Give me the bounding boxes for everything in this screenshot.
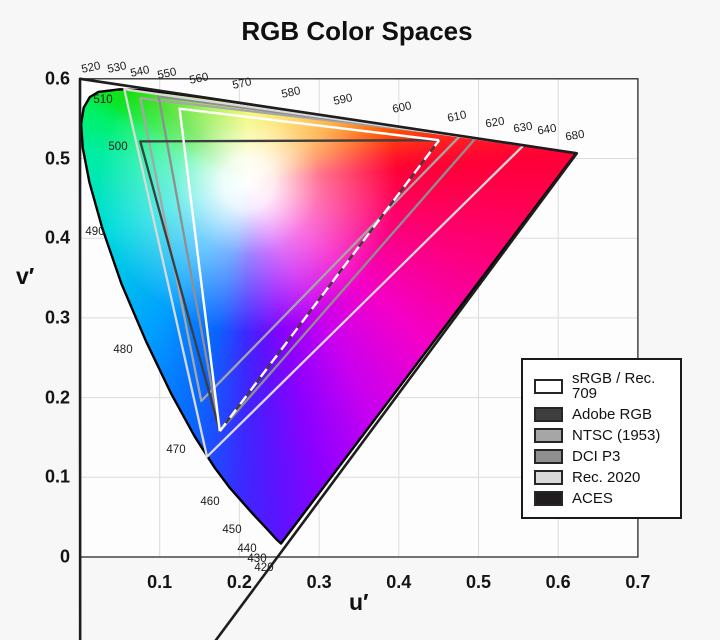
- legend-swatch: [534, 491, 563, 506]
- gamut-triangle-rec-2020: [123, 88, 525, 458]
- wavelength-label: 470: [166, 444, 186, 456]
- legend-label: DCI P3: [572, 448, 621, 465]
- wavelength-label: 420: [254, 562, 274, 574]
- legend-item: ACES: [534, 491, 669, 506]
- gamut-triangle-srgb-solid-edges: [178, 107, 440, 432]
- legend-item: Adobe RGB: [534, 407, 669, 422]
- x-tick-label: 0.7: [625, 572, 651, 592]
- wavelength-label: 490: [85, 226, 105, 238]
- wavelength-label: 450: [222, 524, 242, 536]
- wavelength-label: 510: [93, 94, 113, 106]
- x-axis-title: u′: [349, 589, 369, 615]
- gamut-triangle-aces: [78, 77, 579, 640]
- wavelength-label: 440: [237, 543, 257, 555]
- legend-label: Rec. 2020: [572, 469, 641, 486]
- legend-item: sRGB / Rec. 709: [534, 371, 669, 401]
- y-tick-label: 0.6: [44, 68, 70, 89]
- legend-label: ACES: [572, 490, 613, 507]
- gamut-triangle-srgb-dashed-edge: [218, 139, 441, 432]
- legend-swatch: [534, 378, 563, 394]
- y-tick-label: 0.5: [44, 148, 70, 168]
- y-tick-label: 0.4: [44, 227, 70, 248]
- legend-label: NTSC (1953): [572, 427, 661, 444]
- wavelength-label: 480: [113, 344, 133, 356]
- x-tick-label: 0.4: [386, 572, 412, 592]
- legend-swatch: [534, 470, 563, 485]
- legend: sRGB / Rec. 709 Adobe RGB NTSC (1953) DCI P…: [521, 358, 682, 519]
- y-axis-title: v′: [16, 263, 35, 289]
- wavelength-label: 430: [247, 553, 267, 565]
- y-tick-label: 0: [59, 546, 70, 567]
- x-tick-label: 0.5: [465, 572, 492, 592]
- x-tick-label: 0.1: [147, 572, 173, 592]
- legend-swatch: [534, 449, 563, 464]
- legend-swatch: [534, 407, 563, 422]
- legend-label: sRGB / Rec. 709: [572, 370, 656, 402]
- x-tick-label: 0.3: [306, 572, 332, 592]
- legend-swatch: [534, 428, 563, 443]
- gamut-triangle-ntsc-1953-: [139, 97, 462, 403]
- y-tick-label: 0.3: [44, 307, 70, 328]
- y-tick-label: 0.1: [44, 466, 70, 487]
- spectral-locus-outline: [79, 88, 578, 545]
- gamut-triangle-adobe-rgb: [139, 139, 441, 433]
- wavelength-label: 460: [200, 496, 220, 508]
- y-tick-label: 0.2: [44, 387, 70, 408]
- chart-title: RGB Color Spaces: [241, 16, 473, 46]
- legend-item: Rec. 2020: [534, 470, 669, 485]
- legend-item: DCI P3: [534, 449, 669, 464]
- x-tick-label: 0.6: [545, 572, 571, 592]
- legend-label: Adobe RGB: [572, 406, 653, 423]
- x-tick-label: 0.2: [226, 572, 252, 592]
- wavelength-label: 500: [108, 141, 128, 153]
- legend-item: NTSC (1953): [534, 428, 669, 443]
